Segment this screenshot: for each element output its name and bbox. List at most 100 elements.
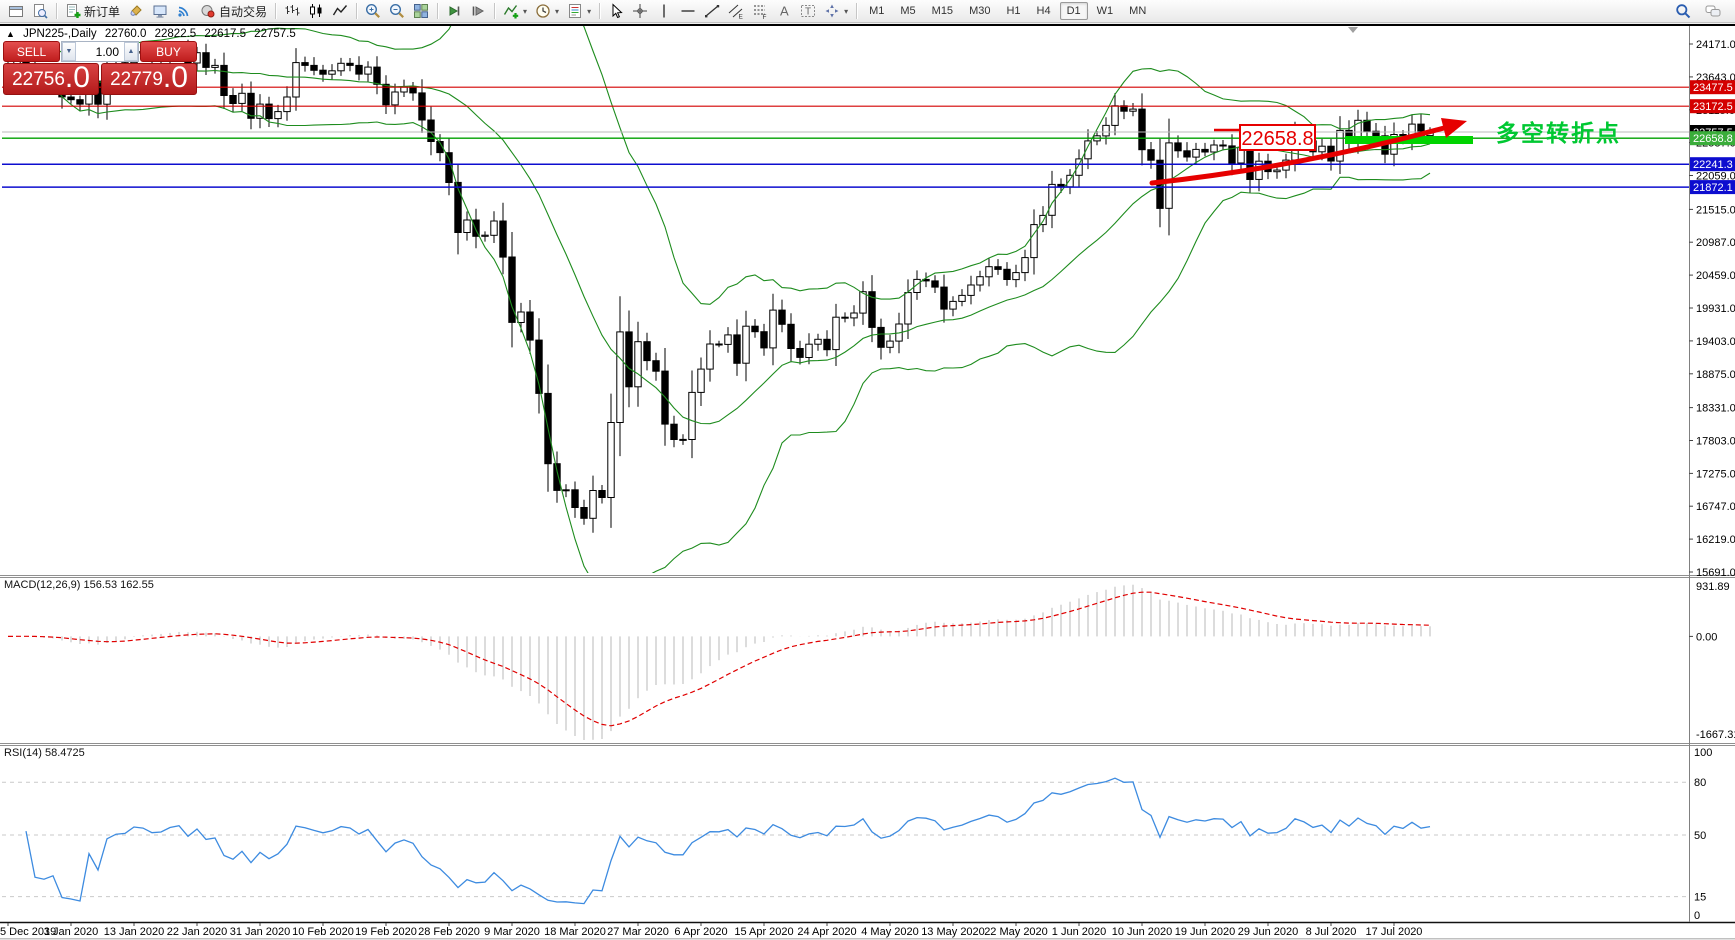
toolbar-right-group [1671, 2, 1731, 20]
toolbar-arrows-button[interactable]: ▾ [821, 2, 851, 20]
toolbar-candlestick-chart-button[interactable] [305, 2, 327, 20]
price-annotation-box[interactable]: 22658.8 [1239, 124, 1316, 151]
toolbar-chart-preview-button[interactable] [29, 2, 51, 20]
sell-price-panel[interactable]: 22756.0 [3, 63, 99, 95]
new-order-icon [67, 4, 81, 18]
toolbar-zoom-in-button[interactable] [362, 2, 384, 20]
svg-text:80: 80 [1694, 777, 1706, 789]
timeframe-button-D1[interactable]: D1 [1059, 2, 1088, 20]
chart-window[interactable] [0, 26, 1735, 938]
toolbar-vertical-line-button[interactable] [653, 2, 675, 20]
svg-text:9 Mar 2020: 9 Mar 2020 [484, 926, 540, 938]
svg-text:1 Jun 2020: 1 Jun 2020 [1052, 926, 1106, 938]
buy-button[interactable]: BUY [140, 41, 197, 62]
ohlc-open: 22760.0 [104, 28, 147, 40]
timeframe-button-H1[interactable]: H1 [1006, 5, 1021, 17]
candles-layer [4, 39, 1434, 533]
toolbar-metaeditor-button[interactable] [149, 2, 171, 20]
volume-input[interactable]: 1.00 [95, 44, 119, 59]
svg-text:23172.5: 23172.5 [1693, 101, 1733, 113]
toolbar-chart-shift-button[interactable] [467, 2, 489, 20]
toolbar-separator [856, 3, 858, 19]
toolbar-fibonacci-button[interactable]: F [749, 2, 771, 20]
svg-text:-1667.31: -1667.31 [1696, 729, 1735, 741]
toolbar-templates-button[interactable]: ▾ [564, 2, 594, 20]
toolbar-text-label-button[interactable]: T [797, 2, 819, 20]
svg-text:T: T [805, 7, 811, 18]
toolbar-separator [56, 3, 57, 19]
toolbar-search-button[interactable] [1672, 2, 1694, 20]
macd-pane [7, 584, 1431, 740]
toolbar-auto-scroll-button[interactable] [443, 2, 465, 20]
toolbar-chat-button[interactable] [1702, 2, 1724, 20]
toolbar-separator [599, 3, 601, 19]
price-axis[interactable]: 24171.023643.023115.022587.022059.021515… [1689, 39, 1735, 922]
timeframe-button-MN[interactable]: MN [1129, 5, 1147, 17]
ohlc-low: 22617.5 [204, 28, 246, 40]
crosshair-icon [633, 4, 648, 18]
pane-separators[interactable] [0, 24, 1735, 940]
templates-icon [569, 4, 582, 18]
timeframe-button-M30[interactable]: M30 [969, 5, 991, 17]
svg-text:18 Mar 2020: 18 Mar 2020 [544, 926, 606, 938]
auto-scroll-icon [449, 6, 460, 16]
green-band-annotation[interactable] [1345, 136, 1473, 144]
volume-increase-button[interactable]: ▲ [124, 42, 138, 61]
toolbar-cursor-button[interactable] [605, 2, 627, 20]
toolbar-separator [494, 3, 496, 19]
toolbar-indicators-button[interactable]: ▾ [500, 2, 530, 20]
toolbar-separator [275, 3, 277, 19]
svg-text:19 Feb 2020: 19 Feb 2020 [355, 926, 417, 938]
buy-price-panel[interactable]: 22779.0 [101, 63, 197, 95]
svg-text:0.00: 0.00 [1696, 631, 1717, 643]
toolbar-signals-button[interactable] [173, 2, 195, 20]
toolbar-separator [437, 3, 439, 19]
svg-text:17803.0: 17803.0 [1696, 436, 1735, 448]
fibonacci-icon: F [754, 5, 767, 19]
svg-text:15691.0: 15691.0 [1696, 567, 1735, 579]
toolbar-trendline-button[interactable] [701, 2, 723, 20]
svg-text:6 Apr 2020: 6 Apr 2020 [674, 926, 727, 938]
turning-point-annotation[interactable]: 多空转折点 [1496, 120, 1621, 146]
main-price-pane [2, 0, 1689, 596]
timeframe-button-M5[interactable]: M5 [900, 5, 916, 17]
bollinger-bands[interactable] [43, 0, 1431, 596]
toolbar-equidistant-channel-button[interactable]: E [725, 2, 747, 20]
toolbar-text-button[interactable]: A [773, 2, 795, 20]
toolbar-crosshair-button[interactable] [629, 2, 651, 20]
toolbar-bar-chart-button[interactable] [281, 2, 303, 20]
svg-text:18875.0: 18875.0 [1696, 369, 1735, 381]
collapse-arrow-icon[interactable]: ▲ [6, 29, 15, 39]
chevron-down-icon: ▾ [555, 6, 560, 16]
toolbar-horizontal-line-button[interactable] [677, 2, 699, 20]
chart-shift-marker[interactable] [1348, 27, 1358, 33]
toolbar-periods-button[interactable]: ▾ [532, 2, 562, 20]
timeframe-button-H4[interactable]: H4 [1036, 5, 1051, 17]
sell-price-frac: .0 [64, 61, 90, 94]
svg-text:19931.0: 19931.0 [1696, 303, 1735, 315]
toolbar-tile-windows-button[interactable] [410, 2, 432, 20]
trend-arrow-annotation[interactable] [1149, 125, 1447, 186]
macd-indicator-label: MACD(12,26,9) 156.53 162.55 [4, 579, 154, 591]
toolbar-zoom-out-button[interactable] [386, 2, 408, 20]
timeframe-button-M15[interactable]: M15 [931, 5, 954, 17]
line-chart-icon [332, 5, 348, 16]
toolbar-autotrading-button[interactable]: 自动交易 [197, 2, 270, 21]
one-click-trading-panel: SELL ▼ 1.00 ▲ BUY 22756.0 22779.0 [3, 41, 197, 95]
zoom-out-icon [390, 3, 405, 18]
timeframe-button-W1[interactable]: W1 [1096, 5, 1114, 17]
chart-title: ▲ JPN225-,Daily 22760.0 22822.5 22617.5 … [6, 28, 301, 40]
svg-text:10 Feb 2020: 10 Feb 2020 [292, 926, 354, 938]
toolbar-new-chart-button[interactable] [5, 2, 27, 20]
toolbar-new-order-button[interactable]: 新订单 [62, 2, 123, 21]
sell-button[interactable]: SELL [3, 41, 60, 62]
timeframe-button-M1[interactable]: M1 [869, 5, 885, 17]
toolbar-styles-bucket-button[interactable] [125, 2, 147, 20]
svg-text:0: 0 [1694, 910, 1700, 922]
volume-decrease-button[interactable]: ▼ [62, 42, 76, 61]
toolbar-line-chart-button[interactable] [329, 2, 351, 20]
ohlc-high: 22822.5 [154, 28, 197, 40]
